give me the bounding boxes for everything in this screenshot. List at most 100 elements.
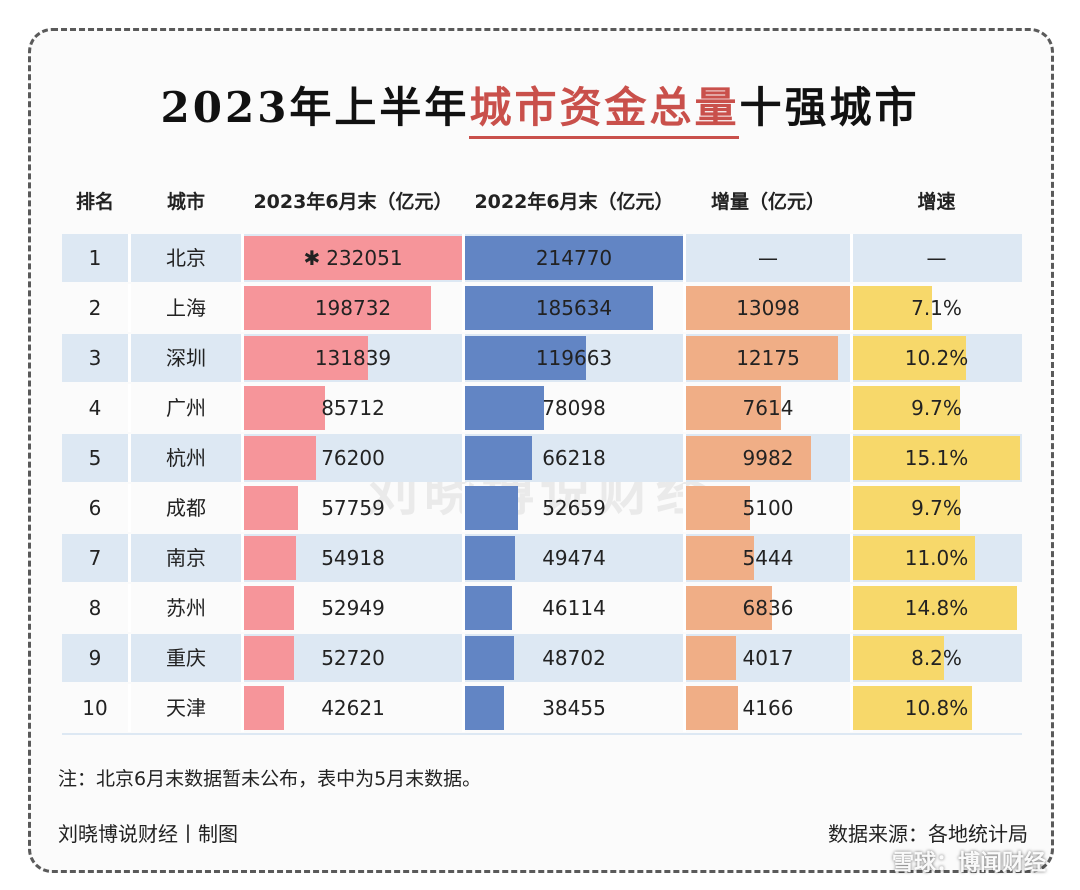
value-growth: 7.1%: [911, 296, 962, 320]
value-2022: 52659: [542, 496, 606, 520]
city-cell: 重庆: [166, 646, 206, 670]
value-increase: 13098: [736, 296, 800, 320]
bar-growth: [853, 686, 973, 730]
rank-cell: 7: [88, 546, 102, 570]
bar-growth: [853, 486, 961, 530]
value-2023-text: 198732: [314, 296, 392, 320]
column-separator: [128, 284, 131, 332]
column-separator: [850, 334, 853, 382]
column-separator: [850, 484, 853, 532]
rank-cell: 3: [88, 346, 102, 370]
column-separator: [241, 284, 244, 332]
bar-2022: [465, 236, 683, 280]
column-separator: [241, 334, 244, 382]
bar-growth: [853, 586, 1017, 630]
column-separator: [850, 584, 853, 632]
table-row: 3 深圳 131839 119663 12175 10.2%: [62, 334, 1022, 382]
column-separator: [128, 534, 131, 582]
column-separator: [241, 584, 244, 632]
column-separator: [683, 434, 686, 482]
corner-watermark: 雪球：博闻财经: [891, 851, 1046, 876]
value-2022: 49474: [542, 546, 606, 570]
column-separator: [462, 434, 465, 482]
table-row: 7 南京 54918 49474 5444 11.0%: [62, 534, 1022, 582]
column-separator: [683, 634, 686, 682]
value-2022: 214770: [535, 246, 613, 270]
value-2022: 48702: [542, 646, 606, 670]
bar-growth: [853, 336, 966, 380]
header-2022: 2022年6月末（亿元）: [474, 191, 674, 213]
table-row: 10 天津 42621 38455 4166 10.8%: [62, 684, 1022, 732]
bar-2023: [244, 236, 462, 280]
bar-2022: [465, 386, 545, 430]
asterisk-icon: ✱: [303, 246, 321, 270]
value-increase: 5100: [742, 496, 794, 520]
city-cell: 成都: [166, 496, 206, 520]
value-2023-text: 131839: [314, 346, 392, 370]
column-separator: [850, 284, 853, 332]
title-highlight: 城市资金总量: [469, 83, 740, 139]
bar-growth: [853, 636, 944, 680]
value-increase: 5444: [742, 546, 794, 570]
rank-cell: 1: [88, 246, 102, 270]
column-separator: [241, 484, 244, 532]
column-separator: [850, 534, 853, 582]
value-2022: 38455: [542, 696, 606, 720]
footer-source: 数据来源：各地统计局: [828, 822, 1028, 846]
column-separator: [462, 684, 465, 732]
column-separator: [462, 534, 465, 582]
column-separator: [241, 234, 244, 282]
rank-cell: 8: [88, 596, 102, 620]
value-increase: 6836: [742, 596, 794, 620]
rank-cell: 4: [88, 396, 102, 420]
column-separator: [462, 484, 465, 532]
title-prefix: 2023年上半年: [160, 83, 470, 132]
rank-cell: 10: [82, 696, 108, 720]
table-row: 9 重庆 52720 48702 4017 8.2%: [62, 634, 1022, 682]
header-city: 城市: [166, 191, 205, 213]
column-separator: [850, 384, 853, 432]
column-separator: [241, 684, 244, 732]
bar-growth: [853, 536, 975, 580]
bar-increase: [686, 586, 772, 630]
column-separator: [241, 534, 244, 582]
table-header: 排名 城市 2023年6月末（亿元） 2022年6月末（亿元） 增量（亿元） 增…: [0, 186, 1080, 218]
value-2023-text: 52949: [321, 596, 385, 620]
value-growth: 14.8%: [904, 596, 969, 620]
city-cell: 苏州: [166, 596, 206, 620]
rank-cell: 5: [88, 446, 102, 470]
city-cell: 天津: [166, 696, 206, 720]
bar-2022: [465, 336, 587, 380]
column-separator: [462, 634, 465, 682]
bar-increase: [686, 386, 782, 430]
city-cell: 广州: [166, 396, 206, 420]
value-2023-text: 42621: [321, 696, 385, 720]
bar-growth: [853, 436, 1020, 480]
bar-increase: [686, 436, 811, 480]
column-separator: [241, 384, 244, 432]
bar-2022: [465, 586, 512, 630]
bar-2023: [244, 286, 431, 330]
value-2023-text: 85712: [321, 396, 385, 420]
table-row: 6 成都 57759 52659 5100 9.7%: [62, 484, 1022, 532]
value-increase: —: [758, 246, 778, 270]
column-separator: [241, 634, 244, 682]
bar-2022: [465, 686, 505, 730]
bar-increase: [686, 536, 755, 580]
column-separator: [850, 434, 853, 482]
bar-increase: [686, 636, 737, 680]
column-separator: [128, 484, 131, 532]
bar-2022: [465, 636, 515, 680]
value-2022: 119663: [535, 346, 613, 370]
header-2023: 2023年6月末（亿元）: [253, 191, 453, 213]
value-2022: 66218: [542, 446, 606, 470]
header-increase: 增量（亿元）: [710, 191, 825, 213]
value-2023-text: 57759: [321, 496, 385, 520]
city-cell: 深圳: [166, 346, 206, 370]
column-separator: [850, 684, 853, 732]
table-row: 2 上海 198732 185634 13098 7.1%: [62, 284, 1022, 332]
column-separator: [683, 384, 686, 432]
column-separator: [683, 334, 686, 382]
bar-increase: [686, 286, 850, 330]
bar-2023: [244, 436, 316, 480]
